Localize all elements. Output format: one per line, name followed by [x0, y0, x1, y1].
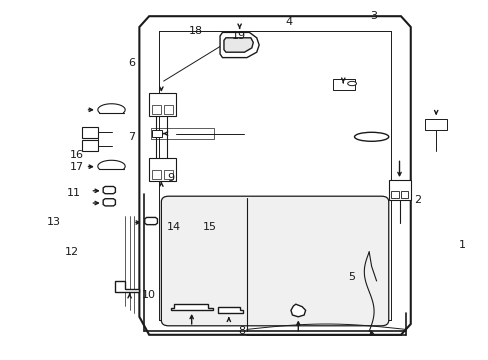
Polygon shape — [144, 217, 157, 225]
Bar — [82, 127, 98, 138]
Text: 13: 13 — [47, 217, 61, 228]
Text: 6: 6 — [128, 58, 135, 68]
Text: 9: 9 — [167, 173, 174, 183]
Polygon shape — [224, 38, 253, 52]
Text: 5: 5 — [348, 272, 355, 282]
Text: 8: 8 — [238, 326, 245, 336]
Polygon shape — [115, 281, 139, 292]
Polygon shape — [171, 304, 212, 310]
Bar — [332, 79, 354, 90]
Text: 17: 17 — [70, 162, 84, 172]
Polygon shape — [217, 307, 243, 313]
Text: 15: 15 — [203, 222, 217, 232]
Text: 1: 1 — [458, 240, 465, 250]
Bar — [151, 130, 162, 137]
Text: 18: 18 — [188, 26, 202, 36]
Polygon shape — [139, 16, 410, 335]
Bar — [163, 105, 172, 114]
FancyBboxPatch shape — [161, 196, 388, 326]
Polygon shape — [103, 186, 115, 194]
Bar — [388, 180, 410, 200]
Text: 4: 4 — [285, 17, 291, 27]
Text: 3: 3 — [370, 11, 377, 21]
Bar — [150, 128, 214, 139]
Ellipse shape — [354, 132, 388, 141]
Text: 12: 12 — [65, 247, 79, 257]
Text: 14: 14 — [166, 222, 180, 232]
Bar — [149, 93, 176, 116]
Bar — [163, 170, 172, 179]
Bar — [149, 158, 176, 181]
Bar — [151, 170, 161, 179]
Text: 10: 10 — [142, 290, 156, 300]
Text: 2: 2 — [414, 195, 421, 205]
Bar — [82, 140, 98, 151]
Bar — [400, 191, 407, 198]
Polygon shape — [103, 199, 115, 206]
Bar — [390, 191, 398, 198]
Polygon shape — [290, 304, 305, 317]
Text: 7: 7 — [128, 132, 135, 142]
Text: 19: 19 — [231, 31, 245, 41]
Bar — [425, 119, 447, 130]
Bar — [151, 105, 161, 114]
Polygon shape — [220, 32, 259, 58]
Text: 11: 11 — [66, 188, 80, 198]
Ellipse shape — [347, 81, 356, 86]
Text: 16: 16 — [70, 150, 84, 160]
